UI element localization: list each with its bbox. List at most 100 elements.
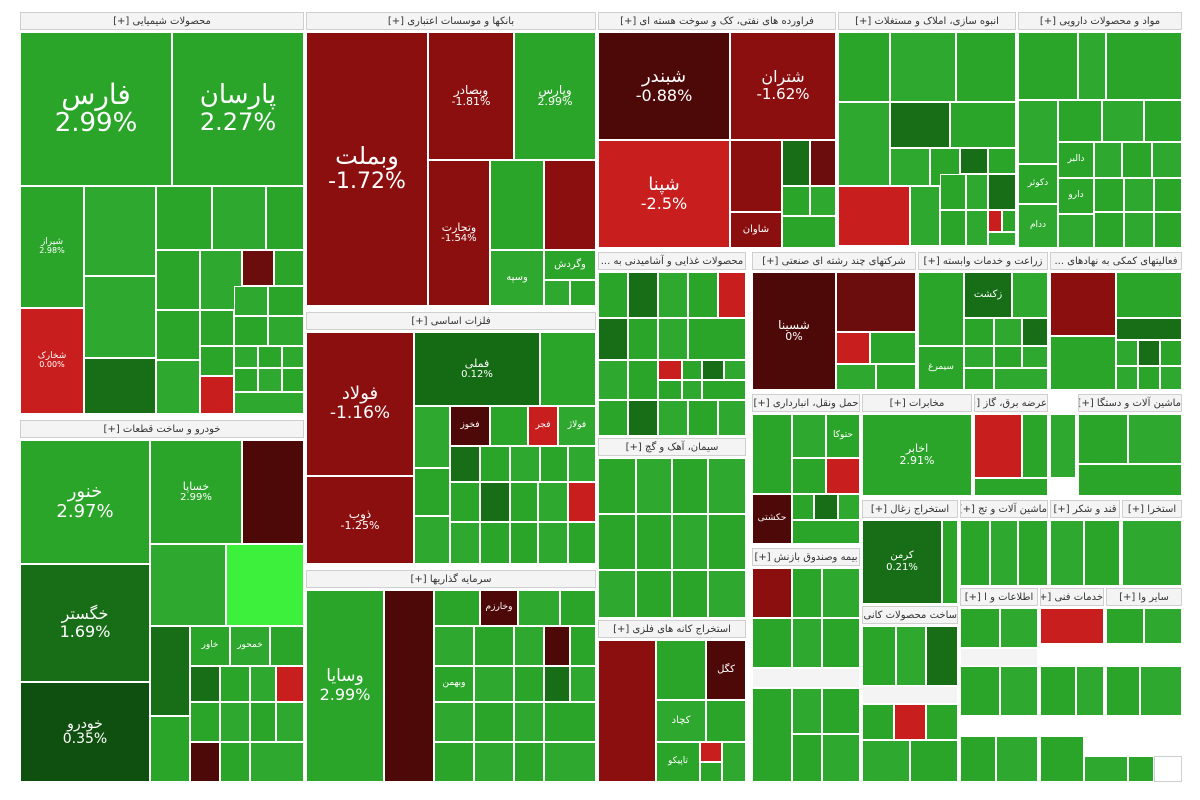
stock-tile-small[interactable] — [1124, 178, 1154, 212]
stock-tile[interactable]: شاوان — [730, 212, 782, 248]
stock-tile-small[interactable] — [1140, 666, 1182, 716]
stock-tile-small[interactable] — [434, 702, 474, 742]
stock-tile-small[interactable] — [84, 186, 156, 276]
stock-tile-small[interactable] — [942, 520, 958, 604]
stock-tile-small[interactable] — [990, 520, 1018, 586]
stock-tile-small[interactable] — [706, 700, 746, 742]
stock-tile-small[interactable] — [598, 360, 628, 400]
stock-tile-small[interactable] — [994, 368, 1048, 390]
stock-tile-small[interactable] — [718, 400, 746, 436]
stock-tile-small[interactable] — [1078, 464, 1182, 496]
stock-tile-small[interactable] — [570, 626, 596, 666]
stock-tile-small[interactable] — [510, 522, 538, 564]
stock-tile-small[interactable] — [480, 522, 510, 564]
stock-tile-small[interactable] — [598, 400, 628, 436]
stock-tile[interactable]: خساپا 2.99% — [150, 440, 242, 544]
stock-tile-small[interactable] — [792, 618, 822, 668]
stock-tile-small[interactable] — [544, 626, 570, 666]
stock-tile-small[interactable] — [480, 482, 510, 522]
sector-header-real-estate[interactable]: انبوه سازی، املاک و مستغلات [+] — [838, 12, 1016, 30]
stock-tile-small[interactable] — [598, 458, 636, 514]
stock-tile-small[interactable] — [1102, 100, 1144, 142]
stock-tile-small[interactable] — [724, 360, 746, 380]
stock-tile-small[interactable] — [220, 666, 250, 702]
stock-tile-small[interactable] — [1000, 666, 1038, 716]
stock-tile-small[interactable] — [792, 568, 822, 618]
stock-tile-small[interactable] — [150, 626, 190, 716]
stock-tile-small[interactable] — [822, 734, 860, 782]
stock-tile-small[interactable] — [274, 250, 304, 286]
stock-tile-small[interactable] — [150, 544, 226, 626]
stock-tile-small[interactable] — [822, 618, 860, 668]
stock-tile-small[interactable] — [1022, 414, 1048, 478]
stock-tile-small[interactable] — [658, 318, 688, 360]
stock-tile-small[interactable] — [544, 160, 596, 250]
stock-tile[interactable]: شبندر -0.88% — [598, 32, 730, 140]
stock-tile[interactable]: خاور — [190, 626, 230, 666]
stock-tile-small[interactable] — [384, 590, 434, 782]
stock-tile-small[interactable] — [1144, 100, 1182, 142]
stock-tile[interactable]: فولاژ — [558, 406, 596, 446]
stock-tile-small[interactable] — [258, 368, 282, 392]
stock-tile-small[interactable] — [822, 688, 860, 734]
stock-tile-small[interactable] — [926, 626, 958, 686]
stock-tile[interactable]: دکوثر — [1018, 164, 1058, 204]
stock-tile-small[interactable] — [212, 186, 266, 250]
stock-tile-small[interactable] — [1138, 366, 1160, 390]
stock-tile-small[interactable] — [514, 702, 544, 742]
sector-header-mineral-products[interactable]: ساخت محصولات کانی [+] — [862, 606, 958, 624]
stock-tile-small[interactable] — [730, 140, 782, 212]
stock-tile-small[interactable] — [1018, 100, 1058, 164]
stock-tile-small[interactable] — [628, 318, 658, 360]
stock-tile-small[interactable] — [1078, 414, 1128, 464]
stock-tile-small[interactable] — [156, 250, 200, 310]
stock-tile-small[interactable] — [792, 414, 826, 458]
stock-tile-small[interactable] — [890, 148, 930, 186]
stock-tile-small[interactable] — [636, 458, 672, 514]
stock-tile-small[interactable] — [598, 272, 628, 318]
stock-tile-small[interactable] — [672, 514, 708, 570]
stock-tile-small[interactable] — [966, 174, 988, 210]
stock-tile-small[interactable] — [568, 522, 596, 564]
stock-tile-small[interactable] — [782, 140, 810, 186]
stock-tile-small[interactable] — [1076, 666, 1104, 716]
stock-tile-small[interactable] — [1018, 32, 1078, 100]
stock-tile-small[interactable] — [1116, 340, 1138, 366]
stock-tile-small[interactable] — [234, 316, 268, 346]
stock-tile-small[interactable] — [234, 368, 258, 392]
sector-header-telecom[interactable]: مخابرات [+] — [862, 394, 972, 412]
stock-tile-small[interactable] — [598, 640, 656, 782]
stock-tile[interactable]: کرمن 0.21% — [862, 520, 942, 604]
stock-tile-small[interactable] — [792, 520, 860, 544]
stock-tile-small[interactable] — [656, 640, 706, 700]
stock-tile-small[interactable] — [234, 346, 258, 368]
stock-tile-small[interactable] — [688, 400, 718, 436]
stock-tile-small[interactable] — [940, 210, 966, 246]
stock-tile-small[interactable] — [708, 514, 746, 570]
stock-tile-small[interactable] — [434, 590, 480, 626]
sector-header-investments[interactable]: سرمایه گذاریها [+] — [306, 570, 596, 588]
stock-tile-small[interactable] — [1128, 414, 1182, 464]
stock-tile-small[interactable] — [988, 174, 1016, 210]
stock-tile-small[interactable] — [598, 318, 628, 360]
sector-header-basic-metals[interactable]: فلزات اساسی [+] — [306, 312, 596, 330]
stock-tile-small[interactable] — [926, 704, 958, 740]
stock-tile-small[interactable] — [598, 514, 636, 570]
stock-tile-small[interactable] — [190, 702, 220, 742]
stock-tile[interactable]: خودرو 0.35% — [20, 682, 150, 782]
stock-tile-small[interactable] — [266, 186, 304, 250]
stock-tile-small[interactable] — [1106, 666, 1140, 716]
stock-tile-small[interactable] — [540, 446, 568, 482]
stock-tile[interactable]: شخارک 0.00% — [20, 308, 84, 414]
stock-tile-small[interactable] — [250, 742, 304, 782]
stock-tile-small[interactable] — [810, 186, 836, 216]
stock-tile-small[interactable] — [1122, 520, 1182, 586]
stock-tile-small[interactable] — [792, 734, 822, 782]
stock-tile[interactable]: زکشت — [964, 272, 1012, 318]
stock-tile[interactable]: شیراز 2.98% — [20, 186, 84, 308]
stock-tile-small[interactable] — [996, 736, 1038, 782]
stock-tile-small[interactable] — [792, 494, 814, 520]
stock-tile-small[interactable] — [570, 280, 596, 306]
stock-tile-small[interactable] — [276, 666, 304, 702]
stock-tile-small[interactable] — [974, 478, 1048, 496]
